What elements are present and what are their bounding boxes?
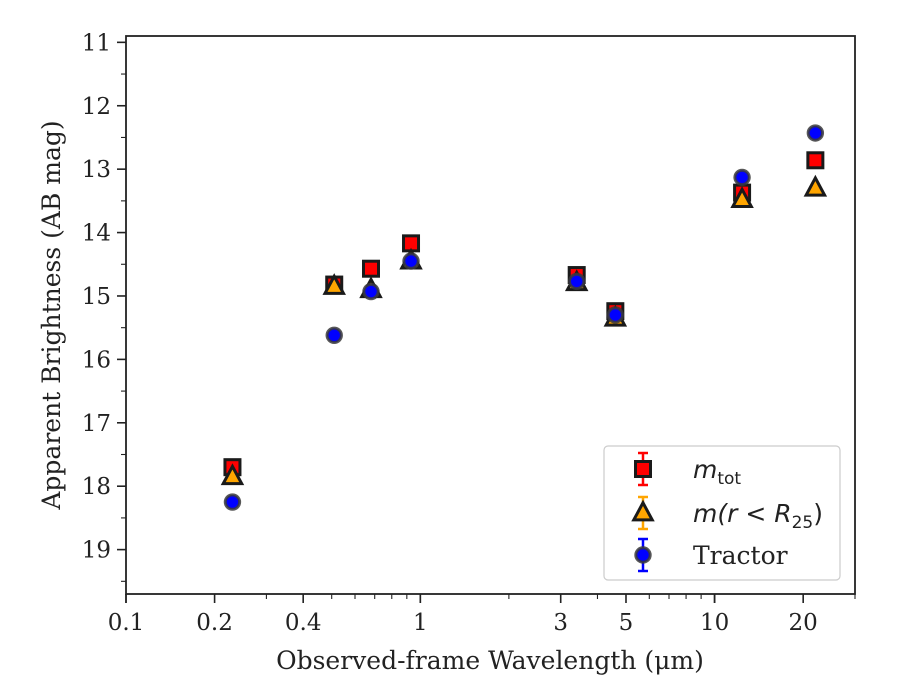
y-tick-label: 12 bbox=[82, 94, 111, 120]
x-axis-label: Observed-frame Wavelength (μm) bbox=[276, 646, 704, 675]
legend: mtot m(r < R25) Tractor bbox=[603, 445, 841, 581]
data-point-circle bbox=[806, 124, 825, 142]
legend-marker-triangle bbox=[631, 499, 655, 522]
data-point-triangle bbox=[322, 273, 346, 295]
y-tick-label: 13 bbox=[82, 157, 111, 183]
x-tick-label: 3 bbox=[553, 610, 568, 636]
data-point-circle bbox=[325, 326, 343, 344]
data-point-circle bbox=[606, 306, 625, 324]
y-tick-label: 17 bbox=[82, 411, 111, 437]
data-point-circle bbox=[733, 168, 751, 187]
x-tick-label: 1 bbox=[413, 610, 428, 636]
legend-marker-circle bbox=[634, 546, 652, 564]
legend-label: m(r < R25) bbox=[693, 499, 823, 533]
y-tick-label: 14 bbox=[82, 221, 111, 247]
data-point-circle bbox=[402, 252, 420, 270]
data-point-square bbox=[362, 259, 381, 278]
x-tick-label: 5 bbox=[619, 610, 634, 636]
data-point-triangle bbox=[730, 186, 754, 209]
legend-label: Tractor bbox=[693, 541, 788, 570]
x-tick-label: 10 bbox=[700, 610, 729, 636]
x-axis: 0.1 0.2 0.4 1 3 5 10 20 bbox=[108, 594, 856, 636]
y-tick-label: 15 bbox=[82, 284, 111, 310]
x-tick-label: 0.4 bbox=[285, 610, 322, 636]
y-axis: 11 12 13 14 15 16 17 18 19 bbox=[82, 30, 126, 582]
data-point-circle bbox=[223, 493, 242, 511]
series-circle bbox=[223, 124, 825, 511]
series-triangle bbox=[220, 174, 828, 486]
y-tick-label: 18 bbox=[82, 474, 111, 500]
legend-box bbox=[603, 445, 841, 581]
y-axis-label: Apparent Brightness (AB mag) bbox=[37, 120, 66, 510]
y-tick-label: 16 bbox=[82, 347, 111, 373]
data-point-circle bbox=[362, 282, 380, 301]
x-tick-label: 0.2 bbox=[196, 610, 233, 636]
legend-label: mtot bbox=[693, 455, 741, 489]
series-square bbox=[223, 151, 825, 477]
y-tick-label: 11 bbox=[82, 30, 111, 56]
data-point-square bbox=[806, 151, 825, 170]
data-point-triangle bbox=[803, 174, 828, 197]
plot-area bbox=[220, 124, 828, 511]
plot-frame bbox=[125, 35, 856, 595]
legend-marker-square bbox=[634, 460, 652, 478]
x-tick-label: 0.1 bbox=[108, 610, 145, 636]
data-point-circle bbox=[568, 272, 586, 291]
y-tick-label: 19 bbox=[82, 538, 111, 564]
data-point-triangle bbox=[220, 463, 245, 486]
x-tick-label: 20 bbox=[789, 610, 818, 636]
